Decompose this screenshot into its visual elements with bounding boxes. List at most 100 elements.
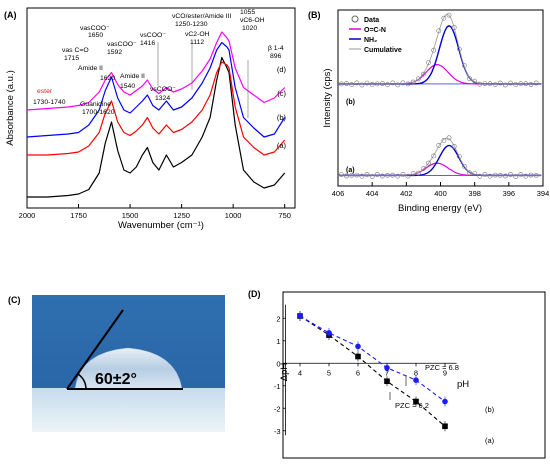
data-point — [385, 172, 390, 178]
panel-a-x-tick-label: 1750 — [70, 211, 87, 220]
data-point-b — [355, 343, 361, 350]
annot-vco-ester-amide-iii: νCO/ester/Amide III — [172, 13, 231, 20]
data-point — [374, 172, 380, 177]
panel-b-x-tick-label: 396 — [503, 189, 516, 198]
annot-1592: 1592 — [107, 49, 122, 56]
data-point — [467, 170, 472, 176]
data-point — [349, 82, 355, 88]
data-point — [395, 82, 401, 88]
annot-vas-co: νas C=O — [62, 47, 89, 54]
panel-a-x-tick-label: 1250 — [173, 211, 190, 220]
angle-arc — [77, 373, 87, 390]
annot-1715: 1715 — [64, 55, 79, 62]
panel-c: (C) 60±2° — [8, 295, 225, 432]
data-point — [338, 81, 344, 87]
data-point — [492, 82, 498, 87]
panel-d-x-title: pH — [457, 379, 469, 390]
panel-d-y-tick-label: -3 — [274, 427, 281, 436]
annot-1055: 1055 — [240, 9, 255, 16]
data-point — [400, 80, 406, 86]
data-point — [344, 173, 349, 179]
spectrum-label-a: (a) — [346, 167, 355, 174]
annot-1416: 1416 — [140, 40, 155, 47]
annot-1620: 1620 — [100, 75, 115, 82]
panel-b-x-title: Binding energy (eV) — [398, 203, 482, 214]
peak-ocn — [338, 162, 542, 176]
data-point — [420, 71, 426, 77]
data-point — [523, 173, 529, 179]
data-point — [518, 171, 524, 177]
annot-896: 896 — [270, 53, 282, 60]
data-point — [385, 82, 390, 88]
panel-b-legend: Data O=C-N NH₂ Cumulative — [349, 15, 402, 54]
panel-b-x-tick-label: 394 — [537, 189, 550, 198]
spectrum-label-b: (b) — [346, 99, 355, 106]
panel-d-y-tick-label: -2 — [274, 404, 281, 413]
data-point — [446, 12, 452, 18]
panel-b-y-title: Intensity (cps) — [322, 68, 333, 127]
data-point — [344, 81, 349, 86]
curve-label-b: (b) — [277, 113, 287, 122]
panel-d-y-title: ΔpH — [279, 363, 290, 382]
data-point — [395, 173, 401, 179]
panel-a-x-title: Wavenumber (cm⁻¹) — [118, 220, 204, 231]
panel-a-x-tick-label: 2000 — [19, 211, 36, 220]
data-point — [502, 82, 508, 88]
panel-d-x-tick-label: 9 — [443, 368, 447, 377]
peak-nh2 — [338, 144, 542, 177]
data-point — [451, 25, 457, 30]
data-point — [513, 174, 519, 179]
data-point — [477, 81, 483, 87]
annot-guanidine: Guanidine — [80, 101, 111, 108]
data-point — [513, 82, 519, 87]
panel-d-y-tick-label: 1 — [276, 337, 280, 346]
panel-a-guides — [157, 42, 249, 118]
water-droplet — [74, 347, 183, 390]
data-point — [523, 81, 529, 87]
data-point-b — [326, 330, 332, 336]
data-point — [364, 172, 370, 177]
legend-ocn: O=C-N — [364, 27, 386, 34]
data-point — [349, 172, 355, 178]
annot-vas-coo-1650: νasCOO⁻ — [80, 25, 110, 32]
panel-b-label: (B) — [308, 10, 321, 20]
annot-amide-ii-a: Amide II — [78, 65, 103, 72]
pzc-a-label: PZC = 6.2 — [395, 401, 429, 410]
data-point — [472, 78, 478, 84]
data-point — [502, 173, 508, 179]
data-point — [461, 163, 467, 169]
data-point — [390, 172, 396, 178]
annot-vs-coo-1416: νsCOO⁻ — [140, 32, 166, 39]
curve-label-c: (c) — [277, 89, 286, 98]
panel-d-x-tick-label: 4 — [298, 368, 302, 377]
series-label-a: (a) — [485, 436, 495, 445]
panel-a-x-tick-label: 1500 — [122, 211, 139, 220]
panel-a-curves — [26, 31, 286, 198]
substrate — [32, 388, 225, 432]
curve-label-a: (a) — [277, 141, 287, 150]
data-point — [354, 80, 360, 86]
spectrum-line-a — [27, 56, 286, 198]
data-point — [456, 154, 462, 159]
panel-a-x-ticks: 2000 1750 1500 1250 1000 750 — [19, 204, 291, 220]
panel-d-x-tick-label: 8 — [414, 368, 418, 377]
data-point — [497, 172, 503, 178]
annot-1112: 1112 — [190, 39, 204, 46]
data-point-a — [384, 378, 390, 385]
data-point — [405, 81, 411, 87]
annot-vc6-oh: νC6-OH — [240, 17, 265, 24]
annot-1250-1230: 1250-1230 — [175, 21, 208, 28]
panel-d-x-tick-label: 6 — [356, 368, 360, 377]
data-point-a — [413, 398, 419, 405]
panel-b-x-tick-label: 398 — [468, 189, 481, 198]
data-point — [426, 60, 431, 65]
panel-b-spectra — [338, 12, 542, 179]
data-point — [374, 81, 380, 87]
panel-b-x-tick-label: 400 — [434, 189, 447, 198]
annot-ester: ester — [37, 88, 53, 95]
data-point — [533, 80, 539, 86]
spectrum-line-c — [26, 41, 286, 138]
data-point — [369, 174, 375, 179]
data-point — [528, 172, 534, 178]
data-point-a — [355, 353, 361, 360]
